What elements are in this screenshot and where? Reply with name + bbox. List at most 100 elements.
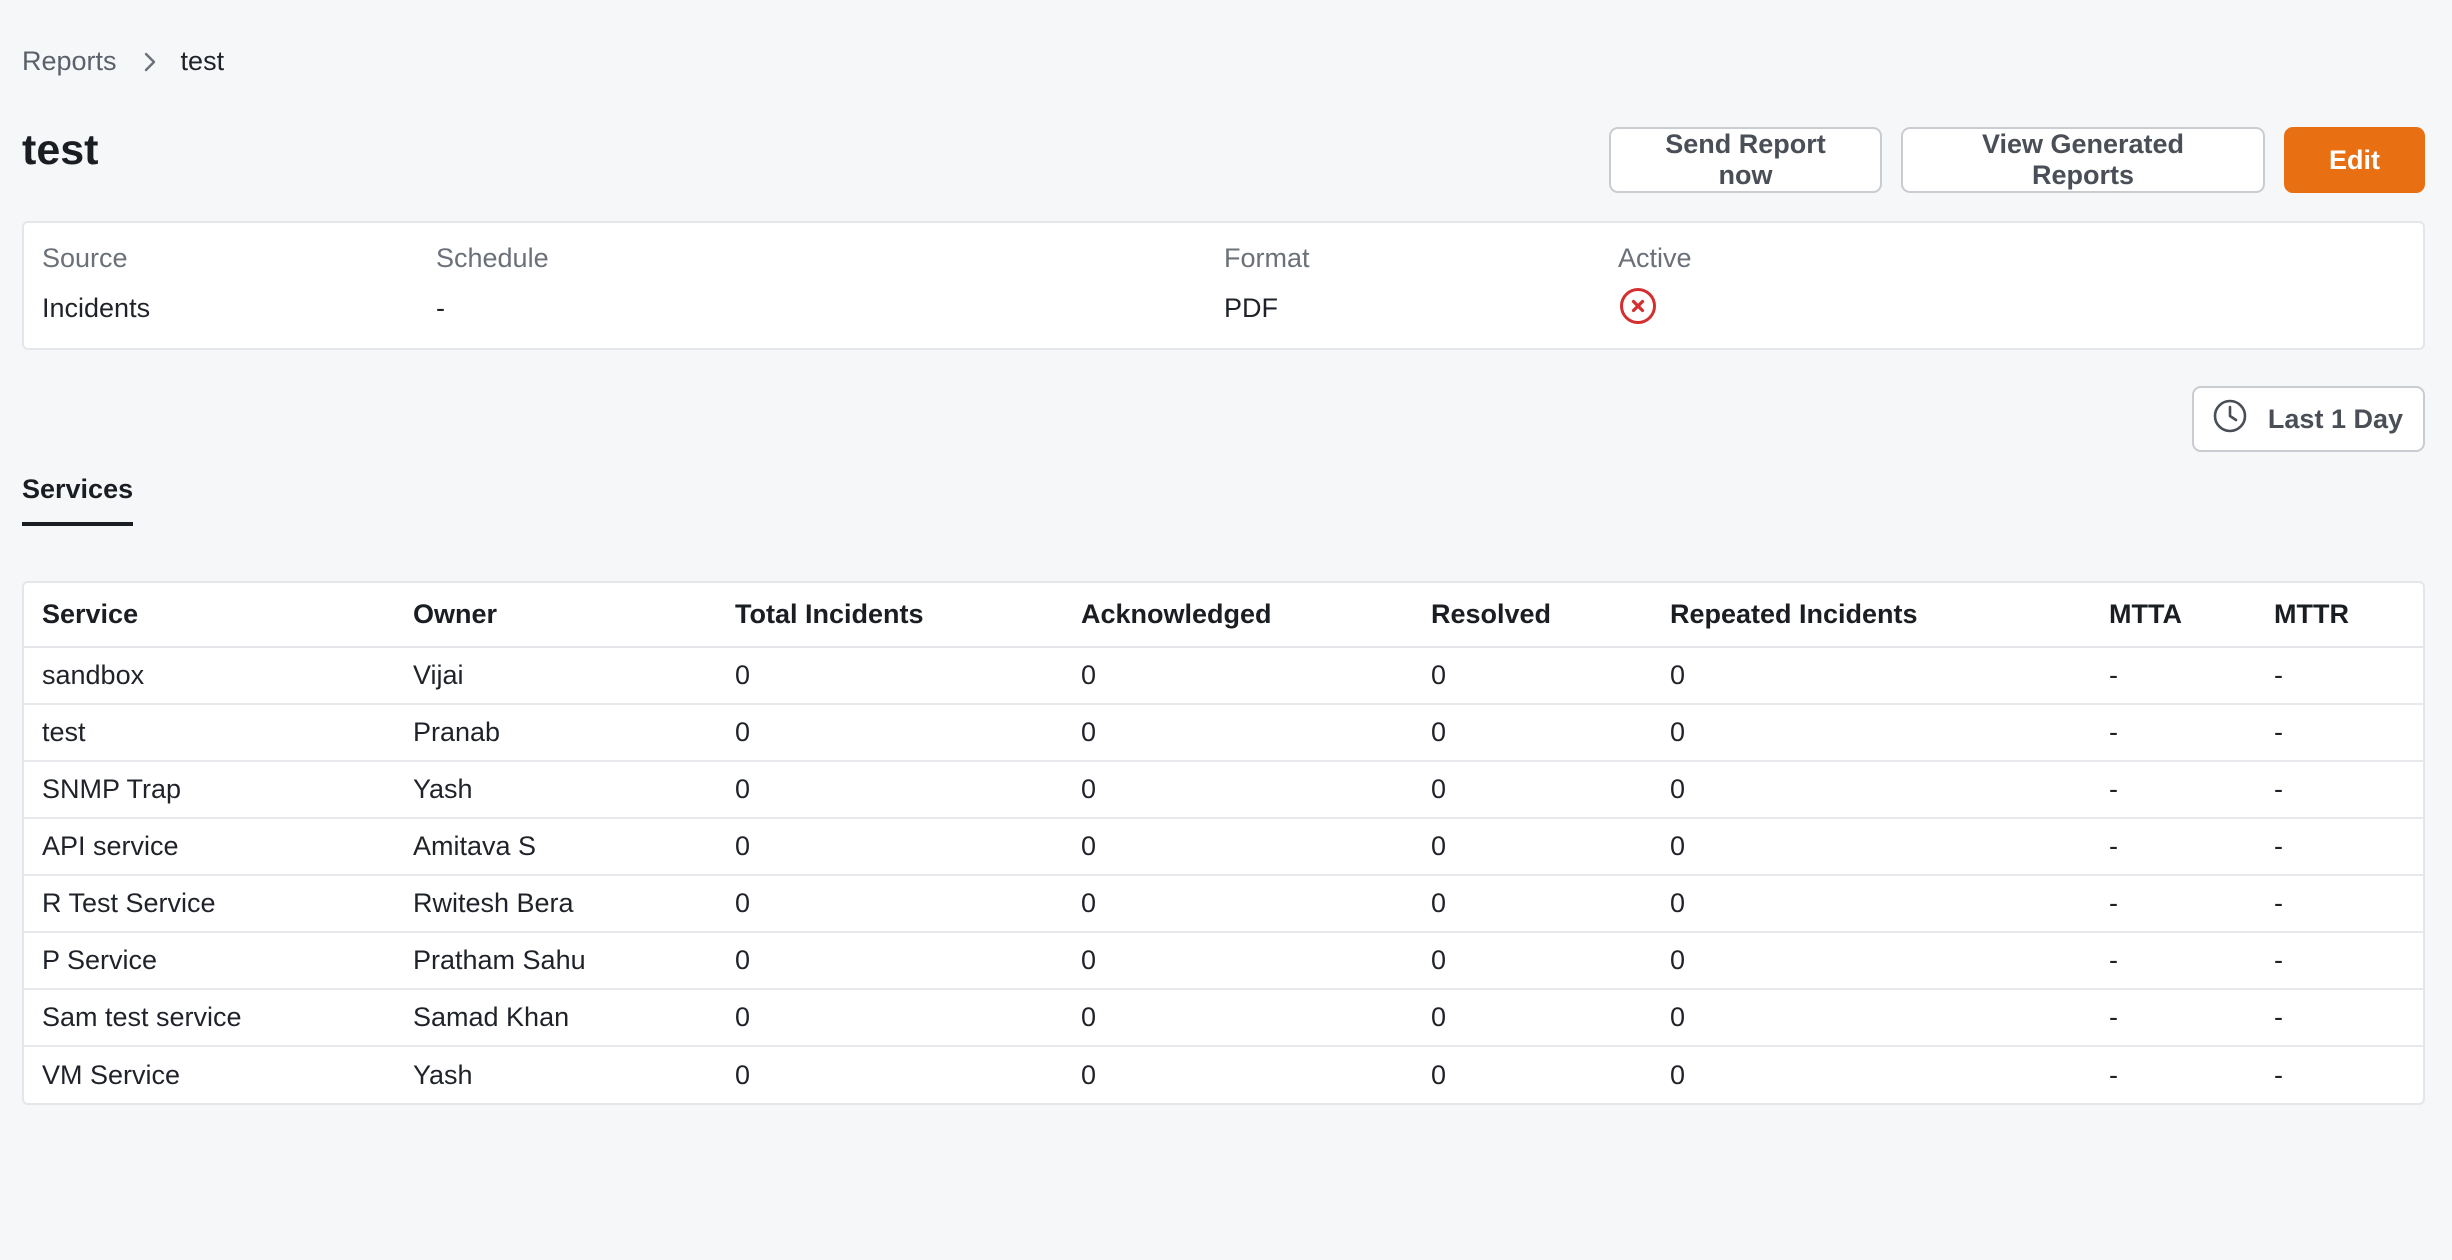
cell-owner: Rwitesh Bera (395, 875, 717, 933)
cell-repeated-incidents: 0 (1652, 704, 2091, 762)
cell-service: sandbox (24, 647, 395, 705)
cell-service: VM Service (42, 1059, 181, 1090)
col-header-total-incidents: Total Incidents (717, 583, 1063, 648)
col-header-service: Service (24, 583, 395, 648)
cell-mtta: - (2091, 818, 2256, 876)
clock-icon (2212, 398, 2268, 441)
cell-mtta: - (2091, 647, 2256, 705)
cell-service: R Test Service (24, 875, 395, 933)
cell-mtta: - (2091, 989, 2256, 1047)
table-row[interactable]: sandbox Vijai 0 0 0 0- - (24, 647, 2423, 705)
page-title: test (22, 126, 99, 174)
cell-mttr: - (2256, 647, 2423, 705)
cell-owner: Pranab (395, 704, 717, 762)
cell-resolved: 0 (1431, 1059, 1447, 1090)
cell-total-incidents: 0 (717, 875, 1063, 933)
cell-owner: Yash (413, 1059, 473, 1090)
cell-acknowledged: 0 (1081, 1059, 1097, 1090)
breadcrumb-reports-link[interactable]: Reports (22, 46, 117, 76)
x-circle-icon (1618, 286, 1692, 331)
cell-acknowledged: 0 (1063, 818, 1413, 876)
chevron-right-icon (143, 52, 157, 72)
cell-acknowledged: 0 (1063, 989, 1413, 1047)
col-header-owner: Owner (395, 583, 717, 648)
tab-services[interactable]: Services (22, 474, 134, 526)
cell-repeated-incidents: 0 (1670, 1059, 1686, 1090)
cell-repeated-incidents: 0 (1652, 818, 2091, 876)
cell-resolved: 0 (1413, 761, 1652, 819)
table-row[interactable]: Sam test service Samad Khan 0 0 0 0- - (24, 989, 2423, 1047)
active-label: Active (1618, 243, 1692, 273)
cell-resolved: 0 (1413, 875, 1652, 933)
col-header-acknowledged: Acknowledged (1063, 583, 1413, 648)
table-row[interactable]: SNMP Trap Yash 0 0 0 0- - (24, 761, 2423, 819)
info-format: Format PDF (1224, 243, 1310, 324)
col-header-mtta: MTTA (2091, 583, 2256, 648)
cell-repeated-incidents: 0 (1652, 647, 2091, 705)
cell-mttr: - (2274, 1059, 2283, 1090)
cell-resolved: 0 (1413, 932, 1652, 990)
table-row[interactable]: test Pranab 0 0 0 0- - (24, 704, 2423, 762)
format-label: Format (1224, 243, 1310, 273)
source-value: Incidents (42, 293, 151, 323)
source-label: Source (42, 243, 128, 273)
cell-owner: Pratham Sahu (395, 932, 717, 990)
cell-resolved: 0 (1413, 989, 1652, 1047)
cell-mtta: - (2091, 761, 2256, 819)
cell-total-incidents: 0 (717, 932, 1063, 990)
table-row[interactable]: P Service Pratham Sahu 0 0 0 0- - (24, 932, 2423, 990)
cell-total-incidents: 0 (735, 1059, 751, 1090)
cell-service: SNMP Trap (24, 761, 395, 819)
cell-acknowledged: 0 (1063, 761, 1413, 819)
view-generated-reports-button[interactable]: View Generated Reports (1901, 127, 2265, 193)
col-header-resolved: Resolved (1413, 583, 1652, 648)
info-active: Active (1618, 243, 1692, 331)
edit-button[interactable]: Edit (2284, 127, 2425, 193)
cell-mtta: - (2091, 932, 2256, 990)
col-header-repeated-incidents: Repeated Incidents (1652, 583, 2091, 648)
schedule-label: Schedule (436, 243, 549, 273)
cell-mtta: - (2091, 704, 2256, 762)
cell-repeated-incidents: 0 (1652, 761, 2091, 819)
breadcrumb: Reports test (22, 46, 224, 77)
time-range-filter-button[interactable]: Last 1 Day (2191, 386, 2425, 452)
cell-service: Sam test service (24, 989, 395, 1047)
cell-acknowledged: 0 (1063, 647, 1413, 705)
cell-acknowledged: 0 (1063, 704, 1413, 762)
cell-owner: Yash (395, 761, 717, 819)
cell-mttr: - (2256, 932, 2423, 990)
info-schedule: Schedule - (436, 243, 549, 324)
schedule-value: - (436, 293, 445, 323)
breadcrumb-current: test (180, 46, 225, 76)
cell-owner: Amitava S (395, 818, 717, 876)
table-row[interactable]: VM Service Yash 0 0 0 0 - - (24, 1046, 2423, 1103)
cell-acknowledged: 0 (1063, 932, 1413, 990)
cell-total-incidents: 0 (717, 989, 1063, 1047)
cell-service: test (24, 704, 395, 762)
info-source: Source Incidents (42, 243, 150, 324)
format-value: PDF (1224, 293, 1278, 323)
col-header-mttr: MTTR (2256, 583, 2423, 648)
table-header-row: Service Owner Total Incidents Acknowledg… (24, 583, 2423, 648)
cell-mttr: - (2256, 818, 2423, 876)
table-row[interactable]: R Test Service Rwitesh Bera 0 0 0 0- - (24, 875, 2423, 933)
send-report-now-button[interactable]: Send Report now (1609, 127, 1882, 193)
cell-mttr: - (2256, 761, 2423, 819)
cell-total-incidents: 0 (717, 818, 1063, 876)
cell-total-incidents: 0 (717, 647, 1063, 705)
cell-mtta: - (2109, 1059, 2118, 1090)
services-table: Service Owner Total Incidents Acknowledg… (22, 581, 2425, 1105)
report-info-card: Source Incidents Schedule - Format PDF A… (22, 221, 2425, 350)
cell-total-incidents: 0 (717, 761, 1063, 819)
cell-resolved: 0 (1413, 818, 1652, 876)
header-actions: Send Report now View Generated Reports E… (1609, 127, 2425, 193)
cell-mttr: - (2256, 989, 2423, 1047)
cell-repeated-incidents: 0 (1652, 875, 2091, 933)
cell-service: P Service (24, 932, 395, 990)
cell-total-incidents: 0 (717, 704, 1063, 762)
time-range-label: Last 1 Day (2267, 403, 2403, 434)
cell-resolved: 0 (1413, 647, 1652, 705)
table-body: sandbox Vijai 0 0 0 0- - test Pranab 0 0 0 0- - SNMP T… (24, 647, 2423, 1103)
cell-mttr: - (2256, 875, 2423, 933)
